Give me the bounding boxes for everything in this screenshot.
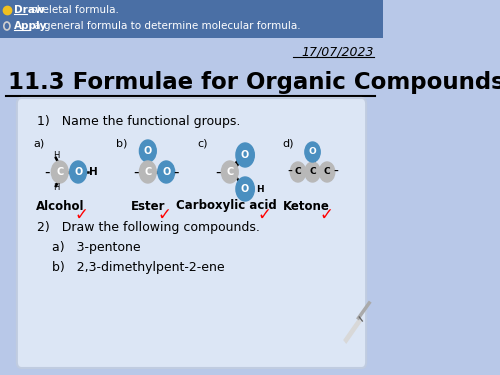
Text: b)   2,3-dimethylpent-2-ene: b) 2,3-dimethylpent-2-ene bbox=[52, 261, 225, 274]
Text: C: C bbox=[226, 167, 234, 177]
Text: -: - bbox=[287, 165, 292, 179]
Text: 17/07/2023: 17/07/2023 bbox=[302, 45, 374, 58]
Text: O: O bbox=[144, 146, 152, 156]
Text: Ketone: Ketone bbox=[283, 200, 330, 213]
Text: 1)   Name the functional groups.: 1) Name the functional groups. bbox=[37, 116, 240, 129]
Polygon shape bbox=[343, 318, 361, 344]
Text: ✓: ✓ bbox=[320, 206, 334, 224]
Text: Apply: Apply bbox=[14, 21, 47, 31]
Text: ✓: ✓ bbox=[258, 206, 271, 224]
Text: a)   3-pentone: a) 3-pentone bbox=[52, 242, 141, 255]
Circle shape bbox=[305, 142, 320, 162]
Text: C: C bbox=[56, 167, 64, 177]
Text: -: - bbox=[133, 165, 138, 180]
Circle shape bbox=[290, 162, 306, 182]
Text: O: O bbox=[308, 147, 316, 156]
Text: O: O bbox=[74, 167, 82, 177]
Text: 2)   Draw the following compounds.: 2) Draw the following compounds. bbox=[37, 222, 260, 234]
Text: 11.3 Formulae for Organic Compounds: 11.3 Formulae for Organic Compounds bbox=[8, 72, 500, 94]
FancyBboxPatch shape bbox=[17, 98, 366, 368]
Text: Ester: Ester bbox=[130, 200, 165, 213]
Text: skeletal formula.: skeletal formula. bbox=[28, 5, 119, 15]
Circle shape bbox=[158, 161, 174, 183]
Text: H: H bbox=[89, 167, 98, 177]
Circle shape bbox=[140, 161, 156, 183]
Text: b): b) bbox=[116, 138, 128, 148]
Text: O: O bbox=[241, 184, 249, 194]
Circle shape bbox=[140, 140, 156, 162]
Text: H: H bbox=[52, 152, 59, 160]
Text: ✓: ✓ bbox=[74, 206, 88, 224]
Text: C: C bbox=[144, 167, 152, 177]
Text: -: - bbox=[334, 165, 338, 179]
Circle shape bbox=[236, 143, 255, 167]
Text: O: O bbox=[162, 167, 170, 177]
Text: -: - bbox=[174, 165, 179, 180]
Text: O: O bbox=[241, 150, 249, 160]
Text: a general formula to determine molecular formula.: a general formula to determine molecular… bbox=[30, 21, 300, 31]
Circle shape bbox=[320, 162, 334, 182]
Circle shape bbox=[52, 161, 68, 183]
FancyBboxPatch shape bbox=[0, 0, 383, 38]
Text: ✓: ✓ bbox=[158, 206, 172, 224]
Text: C: C bbox=[324, 168, 330, 177]
Circle shape bbox=[236, 177, 255, 201]
Text: H: H bbox=[52, 183, 59, 192]
Circle shape bbox=[305, 162, 320, 182]
Text: Carboxylic acid: Carboxylic acid bbox=[176, 200, 276, 213]
Circle shape bbox=[222, 161, 238, 183]
Text: Alcohol: Alcohol bbox=[36, 200, 84, 213]
Text: -: - bbox=[215, 165, 220, 180]
Text: a): a) bbox=[34, 138, 45, 148]
Text: -: - bbox=[44, 165, 50, 180]
Text: c): c) bbox=[198, 138, 208, 148]
Text: H: H bbox=[256, 184, 264, 194]
Text: d): d) bbox=[282, 138, 294, 148]
Text: Draw: Draw bbox=[14, 5, 44, 15]
Circle shape bbox=[70, 161, 86, 183]
Text: C: C bbox=[309, 168, 316, 177]
Text: C: C bbox=[294, 168, 302, 177]
